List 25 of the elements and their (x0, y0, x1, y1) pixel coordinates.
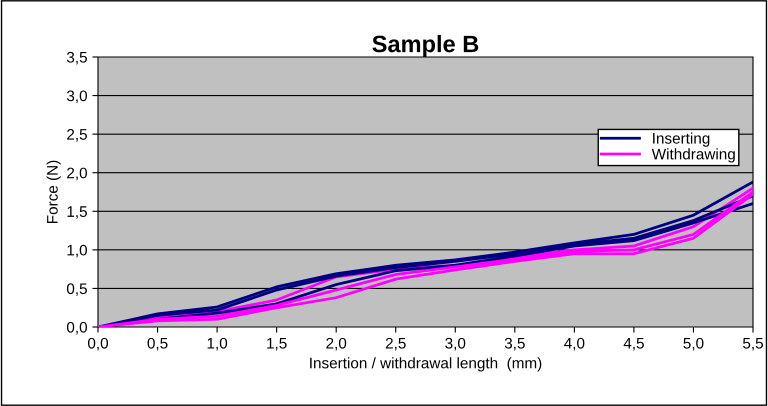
y-tick-label: 3,0 (66, 90, 87, 104)
x-tick-label: 1,5 (267, 338, 287, 350)
x-tick-label: 3,5 (504, 338, 525, 350)
y-tick-label: 2,5 (67, 129, 87, 142)
x-tick-label: 5,0 (683, 338, 704, 350)
y-axis-title: Force (N) (46, 160, 61, 223)
legend-label: Withdrawing (652, 148, 735, 163)
x-tick-label: 1,0 (208, 338, 228, 350)
x-tick-label: 2,0 (326, 338, 346, 350)
y-tick-label: 2,0 (67, 168, 87, 180)
x-tick-label: 5,5 (742, 338, 763, 350)
y-tick-label: 1,5 (68, 206, 87, 219)
x-tick-label: 0,5 (148, 338, 168, 350)
x-tick-label: 4,5 (624, 338, 644, 350)
x-tick-label: 3,0 (445, 338, 466, 350)
y-tick-label: 3,5 (66, 52, 87, 64)
legend-label: Inserting (653, 132, 710, 147)
chart-title: Sample B (372, 34, 478, 57)
x-tick-label: 2,5 (386, 338, 406, 350)
y-tick-label: 1,0 (68, 244, 87, 258)
y-tick-label: 0,5 (66, 283, 87, 296)
y-tick-label: 0,0 (66, 322, 87, 334)
x-tick-label: 4,0 (564, 338, 584, 350)
x-axis-title: Insertion / withdrawal length (mm) (310, 357, 542, 372)
x-tick-label: 0,0 (88, 338, 108, 350)
